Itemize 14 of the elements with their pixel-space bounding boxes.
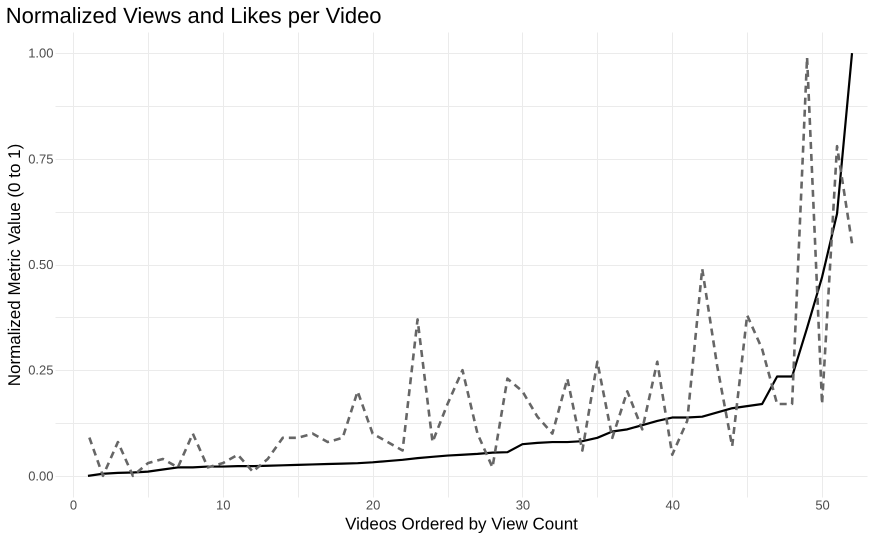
y-tick-label: 0.50 <box>28 257 54 272</box>
y-axis-title: Normalized Metric Value (0 to 1) <box>5 144 24 386</box>
y-tick-label: 0.25 <box>28 362 54 378</box>
chart-title: Normalized Views and Likes per Video <box>6 3 382 28</box>
x-tick-label: 50 <box>815 498 830 512</box>
x-tick-label: 30 <box>516 498 530 512</box>
y-tick-label: 0.00 <box>28 468 54 484</box>
x-tick-label: 40 <box>666 498 680 512</box>
x-tick-label: 10 <box>216 498 231 512</box>
x-tick-label: 20 <box>366 498 380 512</box>
y-tick-label: 0.75 <box>28 151 54 166</box>
x-axis-title: Videos Ordered by View Count <box>345 514 578 534</box>
x-tick-label: 0 <box>70 498 78 512</box>
y-tick-label: 1.00 <box>28 46 54 61</box>
